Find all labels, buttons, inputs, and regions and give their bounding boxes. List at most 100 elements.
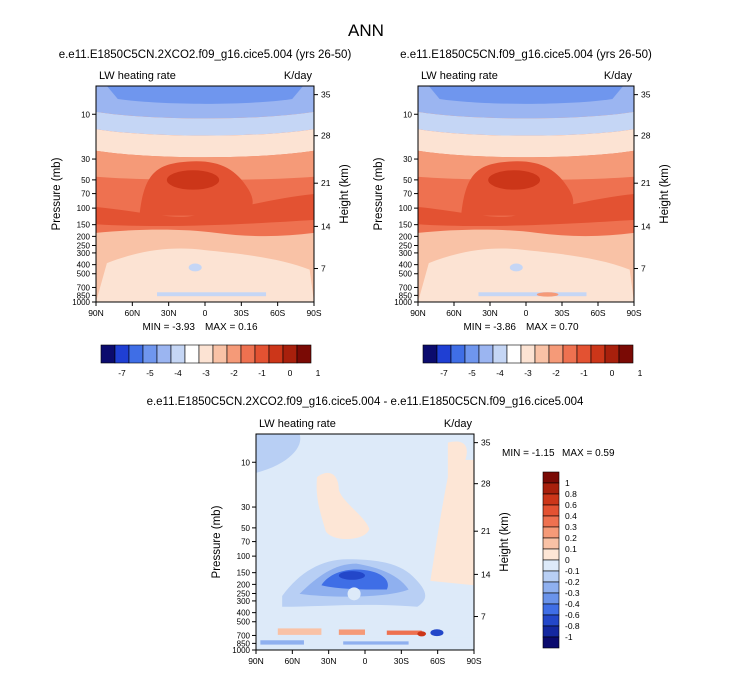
y-tick-label: 700 — [399, 283, 413, 292]
colorbar-tick-label: -7 — [440, 368, 448, 378]
min-label: MIN = -1.15 — [502, 448, 555, 459]
x-tick-label: 90S — [466, 656, 481, 666]
y-tick-label: 70 — [81, 190, 90, 199]
x-tick-label: 90N — [248, 656, 264, 666]
y-tick-label: 70 — [241, 538, 250, 547]
colorbar-tick-label: -1 — [258, 368, 266, 378]
y-tick-label: 700 — [77, 283, 91, 292]
max-label: MAX = 0.70 — [526, 322, 579, 333]
colorbar-swatch — [542, 625, 560, 638]
colorbar-swatch — [422, 344, 438, 364]
x-tick-label: 60S — [590, 308, 605, 318]
field-band — [488, 170, 541, 190]
colorbar-swatch — [114, 344, 130, 364]
colorbar-tick-label: -0.3 — [565, 588, 580, 598]
field-band — [343, 641, 409, 645]
field-band — [106, 86, 304, 104]
x-tick-label: 90S — [306, 308, 321, 318]
y-tick-label: 300 — [77, 249, 91, 258]
y-right-axis-label: Height (km) — [339, 164, 351, 224]
max-label: MAX = 0.59 — [562, 448, 615, 459]
colorbar-swatch — [542, 636, 560, 649]
x-tick-label: 60S — [430, 656, 445, 666]
y-tick-label: 300 — [237, 597, 251, 606]
colorbar-swatch — [562, 344, 578, 364]
colorbar-tick-label: -0.1 — [565, 566, 580, 576]
colorbar-swatch — [542, 493, 560, 506]
panel-title: e.e11.E1850C5CN.2XCO2.f09_g16.cice5.004 … — [59, 49, 352, 61]
x-tick-label: 90N — [410, 308, 426, 318]
y-right-tick-label: 21 — [641, 178, 651, 188]
y-tick-label: 30 — [241, 503, 250, 512]
y-tick-label: 1000 — [394, 298, 412, 307]
y-tick-label: 200 — [237, 580, 251, 589]
x-tick-label: 90S — [626, 308, 641, 318]
y-tick-label: 250 — [237, 589, 251, 598]
colorbar-swatch — [100, 344, 116, 364]
y-tick-label: 150 — [237, 569, 251, 578]
x-tick-label: 30S — [234, 308, 249, 318]
y-right-tick-label: 14 — [641, 221, 651, 231]
colorbar-swatch — [142, 344, 158, 364]
y-tick-label: 150 — [77, 221, 91, 230]
y-tick-label: 300 — [399, 249, 413, 258]
field-band — [418, 194, 634, 227]
colorbar-tick-label: 0 — [565, 555, 570, 565]
field-band — [418, 248, 634, 302]
colorbar-tick-label: -3 — [524, 368, 532, 378]
y-tick-label: 50 — [241, 524, 250, 533]
colorbar-swatch — [268, 344, 284, 364]
colorbar-swatch — [542, 581, 560, 594]
field-band — [188, 263, 202, 272]
colorbar-tick-label: -0.2 — [565, 577, 580, 587]
colorbar-swatch — [198, 344, 214, 364]
colorbar-swatch — [184, 344, 200, 364]
colorbar-tick-label: -5 — [146, 368, 154, 378]
colorbar-tick-label: -0.6 — [565, 610, 580, 620]
y-tick-label: 50 — [403, 176, 412, 185]
colorbar-tick-label: -5 — [468, 368, 476, 378]
panel-title: e.e11.E1850C5CN.f09_g16.cice5.004 (yrs 2… — [400, 49, 652, 61]
y-right-tick-label: 35 — [481, 438, 491, 448]
y-axis-label: Pressure (mb) — [373, 157, 385, 230]
colorbar-swatch — [240, 344, 256, 364]
field-band — [418, 129, 634, 158]
y-tick-label: 850 — [77, 291, 91, 300]
colorbar-swatch — [212, 344, 228, 364]
x-tick-label: 30N — [482, 308, 498, 318]
field-band — [428, 86, 624, 104]
x-tick-label: 30S — [554, 308, 569, 318]
colorbar-swatch — [542, 526, 560, 539]
y-right-tick-label: 21 — [321, 178, 331, 188]
colorbar-tick-label: 0.4 — [565, 511, 577, 521]
colorbar-swatch — [226, 344, 242, 364]
y-right-tick-label: 14 — [481, 569, 491, 579]
colorbar-swatch — [542, 614, 560, 627]
y-tick-label: 400 — [77, 261, 91, 270]
field-band — [256, 434, 301, 473]
field-band — [166, 170, 220, 190]
y-tick-label: 10 — [241, 458, 250, 467]
x-tick-label: 90N — [88, 308, 104, 318]
colorbar-swatch — [542, 548, 560, 561]
y-axis-label: Pressure (mb) — [211, 505, 223, 578]
colorbar-swatch — [296, 344, 312, 364]
x-tick-label: 0 — [203, 308, 208, 318]
x-tick-label: 30N — [161, 308, 177, 318]
y-right-axis-label: Height (km) — [499, 512, 511, 572]
y-right-tick-label: 28 — [321, 131, 331, 141]
colorbar-swatch — [450, 344, 466, 364]
y-tick-label: 500 — [237, 618, 251, 627]
y-tick-label: 850 — [237, 639, 251, 648]
y-tick-label: 10 — [81, 110, 90, 119]
colorbar-swatch — [478, 344, 494, 364]
y-right-tick-label: 28 — [481, 479, 491, 489]
y-tick-label: 50 — [81, 176, 90, 185]
colorbar-swatch — [492, 344, 508, 364]
y-tick-label: 700 — [237, 631, 251, 640]
colorbar-tick-label: 0.3 — [565, 522, 577, 532]
colorbar-swatch — [506, 344, 522, 364]
panel-1: 90N 60N 30N 0 30S 60S 90S103050701001502002503… — [51, 49, 351, 378]
